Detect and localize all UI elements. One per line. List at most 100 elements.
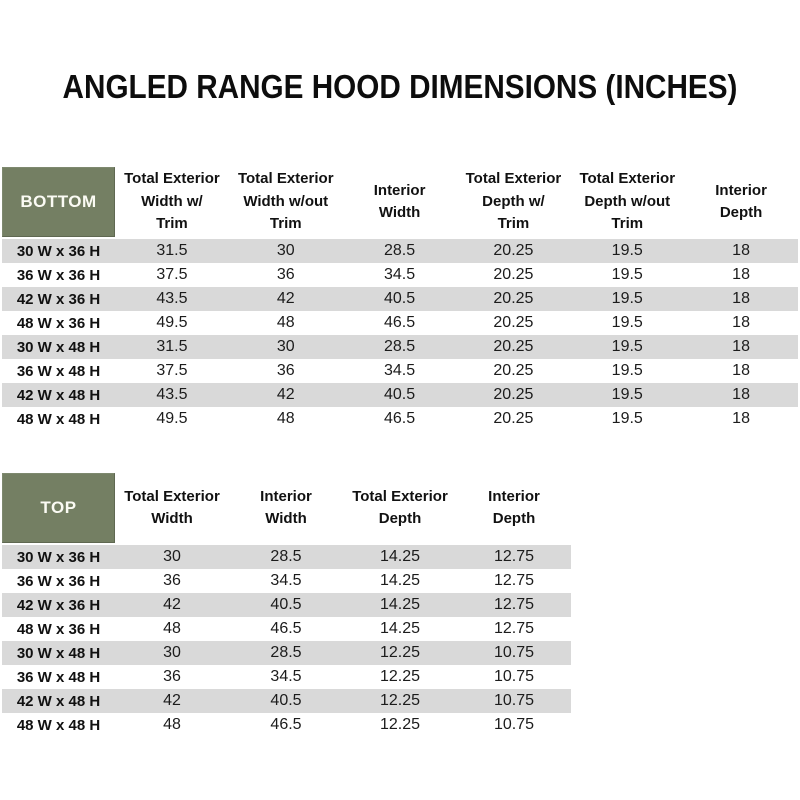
value-cell: 20.25	[493, 314, 534, 331]
value-cell: 18	[732, 362, 750, 379]
value-cell: 40.5	[270, 596, 302, 613]
value-cell: 42	[276, 386, 295, 403]
value-cell: 30	[276, 242, 295, 259]
column-header: Total Exterior Width	[124, 487, 220, 528]
value-cell: 12.25	[379, 668, 421, 685]
column-header: Total Exterior Depth w/ Trim	[465, 170, 562, 233]
table-row: 42 W x 48 H 43.5 42 40.5 20.25 19.5 18	[2, 383, 798, 407]
value-cell: 31.5	[156, 242, 188, 259]
value-cell: 34.5	[270, 668, 302, 685]
column-header: Interior Depth	[715, 181, 767, 222]
table-row: 30 W x 48 H 30 28.5 12.25 10.75	[2, 641, 571, 665]
table-row: 36 W x 48 H 37.5 36 34.5 20.25 19.5 18	[2, 359, 798, 383]
value-cell: 40.5	[384, 386, 416, 403]
value-cell: 34.5	[270, 572, 302, 589]
row-label-cell: 42 W x 48 H	[16, 386, 101, 404]
value-cell: 48	[276, 410, 295, 427]
value-cell: 43.5	[156, 290, 188, 307]
table-row: 48 W x 36 H 48 46.5 14.25 12.75	[2, 617, 571, 641]
value-cell: 46.5	[270, 620, 302, 637]
row-label-cell: 48 W x 48 H	[16, 716, 101, 734]
value-cell: 36	[276, 266, 295, 283]
value-cell: 34.5	[384, 266, 416, 283]
value-cell: 18	[732, 314, 750, 331]
table-corner-label: TOP	[2, 473, 115, 543]
value-cell: 12.25	[379, 644, 421, 661]
value-cell: 48	[276, 314, 295, 331]
value-cell: 28.5	[384, 338, 416, 355]
value-cell: 12.75	[493, 620, 535, 637]
value-cell: 20.25	[493, 338, 534, 355]
value-cell: 20.25	[493, 386, 534, 403]
value-cell: 48	[163, 716, 181, 733]
row-label-cell: 30 W x 36 H	[16, 242, 101, 260]
row-label-cell: 36 W x 48 H	[16, 668, 101, 686]
value-cell: 10.75	[493, 668, 535, 685]
value-cell: 18	[732, 266, 750, 283]
value-cell: 14.25	[379, 548, 421, 565]
value-cell: 19.5	[611, 362, 643, 379]
row-label-cell: 36 W x 48 H	[16, 362, 101, 380]
value-cell: 18	[732, 338, 750, 355]
value-cell: 14.25	[379, 620, 421, 637]
table-body: 30 W x 36 H 30 28.5 14.25 12.75 36 W x 36 H 36…	[2, 545, 571, 737]
value-cell: 20.25	[493, 362, 534, 379]
table-row: 42 W x 36 H 42 40.5 14.25 12.75	[2, 593, 571, 617]
value-cell: 20.25	[493, 290, 534, 307]
row-label-cell: 30 W x 48 H	[16, 644, 101, 662]
value-cell: 43.5	[156, 386, 188, 403]
value-cell: 42	[163, 692, 181, 709]
value-cell: 12.75	[493, 572, 535, 589]
value-cell: 30	[276, 338, 295, 355]
value-cell: 18	[732, 290, 750, 307]
table-row: 30 W x 36 H 30 28.5 14.25 12.75	[2, 545, 571, 569]
value-cell: 30	[163, 644, 181, 661]
value-cell: 37.5	[156, 266, 188, 283]
value-cell: 36	[276, 362, 295, 379]
table-row: 42 W x 48 H 42 40.5 12.25 10.75	[2, 689, 571, 713]
row-label-cell: 36 W x 36 H	[16, 266, 101, 284]
top-dimensions-table: TOP Total Exterior Width Interior Width …	[2, 473, 571, 737]
value-cell: 34.5	[384, 362, 416, 379]
bottom-dimensions-table: BOTTOM Total Exterior Width w/ Trim Tota…	[2, 167, 798, 431]
table-row: 48 W x 48 H 49.5 48 46.5 20.25 19.5 18	[2, 407, 798, 431]
value-cell: 14.25	[379, 572, 421, 589]
table-row: 36 W x 36 H 36 34.5 14.25 12.75	[2, 569, 571, 593]
value-cell: 30	[163, 548, 181, 565]
value-cell: 49.5	[156, 410, 188, 427]
table-corner-label: BOTTOM	[2, 167, 115, 237]
value-cell: 20.25	[493, 410, 534, 427]
value-cell: 10.75	[493, 644, 535, 661]
value-cell: 19.5	[611, 338, 643, 355]
value-cell: 46.5	[270, 716, 302, 733]
table-row: 30 W x 36 H 31.5 30 28.5 20.25 19.5 18	[2, 239, 798, 263]
column-header: Interior Depth	[488, 487, 540, 528]
column-header: Total Exterior Width w/ Trim	[124, 170, 220, 233]
row-label-cell: 48 W x 36 H	[16, 620, 101, 638]
value-cell: 10.75	[493, 716, 535, 733]
value-cell: 12.25	[379, 692, 421, 709]
value-cell: 18	[732, 242, 750, 259]
table-row: 48 W x 36 H 49.5 48 46.5 20.25 19.5 18	[2, 311, 798, 335]
table-row: 36 W x 48 H 36 34.5 12.25 10.75	[2, 665, 571, 689]
row-label-cell: 36 W x 36 H	[16, 572, 101, 590]
value-cell: 42	[163, 596, 181, 613]
value-cell: 40.5	[270, 692, 302, 709]
value-cell: 10.75	[493, 692, 535, 709]
table-body: 30 W x 36 H 31.5 30 28.5 20.25 19.5 18 36 W x 3…	[2, 239, 798, 431]
table-row: 30 W x 48 H 31.5 30 28.5 20.25 19.5 18	[2, 335, 798, 359]
column-header: Interior Width	[260, 487, 312, 528]
value-cell: 12.75	[493, 596, 535, 613]
value-cell: 48	[163, 620, 181, 637]
value-cell: 46.5	[384, 410, 416, 427]
row-label-cell: 42 W x 36 H	[16, 596, 101, 614]
value-cell: 40.5	[384, 290, 416, 307]
value-cell: 20.25	[493, 242, 534, 259]
value-cell: 46.5	[384, 314, 416, 331]
value-cell: 49.5	[156, 314, 188, 331]
value-cell: 14.25	[379, 596, 421, 613]
value-cell: 19.5	[611, 410, 643, 427]
table-row: 42 W x 36 H 43.5 42 40.5 20.25 19.5 18	[2, 287, 798, 311]
table-row: 36 W x 36 H 37.5 36 34.5 20.25 19.5 18	[2, 263, 798, 287]
column-header: Interior Width	[373, 181, 426, 222]
